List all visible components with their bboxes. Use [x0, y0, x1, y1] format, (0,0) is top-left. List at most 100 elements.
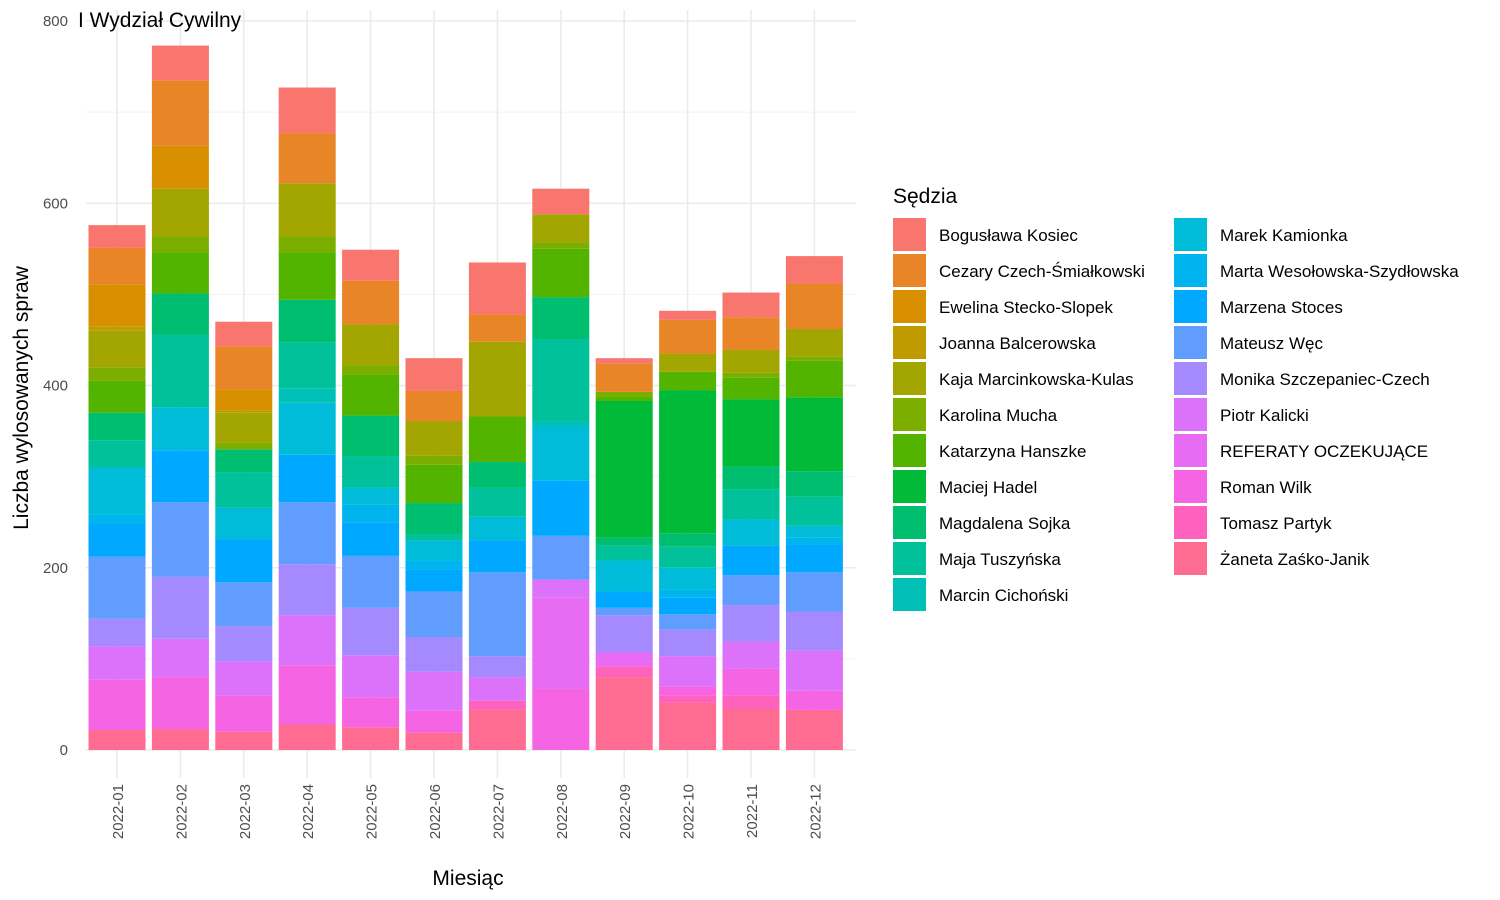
- legend-label: Monika Szczepaniec-Czech: [1220, 370, 1430, 389]
- bar-segment: [278, 402, 336, 455]
- bar-segment: [88, 618, 146, 647]
- bar-segment: [151, 252, 209, 294]
- legend-key: [1174, 470, 1207, 503]
- bar-segment: [468, 677, 526, 701]
- legend-item: Żaneta Zaśko-Janik: [1174, 542, 1370, 575]
- bar-segment: [405, 569, 463, 592]
- bar-segment: [405, 591, 463, 638]
- bar-segment: [88, 247, 146, 285]
- bar-segment: [532, 597, 590, 689]
- bar-segment: [468, 540, 526, 573]
- bar-segment: [342, 655, 400, 698]
- legend-label: Marta Wesołowska-Szydłowska: [1220, 262, 1459, 281]
- legend-key: [893, 506, 926, 539]
- legend-key: [893, 434, 926, 467]
- legend-item: Bogusława Kosiec: [893, 218, 1078, 251]
- bar-segment: [785, 525, 843, 538]
- bar-segment: [468, 656, 526, 678]
- bar-segment: [151, 502, 209, 577]
- bar-segment: [659, 702, 717, 750]
- bar-segment: [659, 589, 717, 598]
- bar-segment: [722, 575, 780, 606]
- bar-segment: [342, 365, 400, 375]
- bar-segment: [785, 256, 843, 284]
- y-tick-label: 0: [60, 742, 68, 759]
- legend-label: Ewelina Stecko-Slopek: [939, 298, 1113, 317]
- bar-segment: [88, 729, 146, 750]
- bar-segment: [785, 360, 843, 398]
- bar-segment: [595, 400, 653, 538]
- bar-segment: [342, 456, 400, 488]
- bar-segment: [722, 708, 780, 750]
- x-tick-label: 2022-11: [744, 784, 761, 838]
- legend-label: REFERATY OCZEKUJĄCE: [1220, 442, 1428, 461]
- bar-segment: [151, 145, 209, 189]
- bar-segment: [88, 467, 146, 515]
- bar-segment: [88, 225, 146, 248]
- bar-segment: [405, 455, 463, 465]
- bar-segment: [215, 389, 273, 411]
- bar-segment: [659, 533, 717, 547]
- bar-segment: [595, 666, 653, 678]
- bar-segment: [151, 293, 209, 335]
- bar-stack-2022-11: [722, 292, 780, 750]
- bar-segment: [468, 516, 526, 541]
- bar-segment: [785, 650, 843, 691]
- bar-segment: [151, 188, 209, 237]
- bar-segment: [785, 709, 843, 750]
- x-tick-label: 2022-10: [681, 784, 698, 839]
- bar-segment: [88, 412, 146, 441]
- bar-segment: [722, 399, 780, 467]
- bar-segment: [215, 582, 273, 627]
- bar-segment: [88, 367, 146, 381]
- bar-segment: [595, 607, 653, 616]
- bar-segment: [659, 597, 717, 615]
- bar-segment: [342, 697, 400, 728]
- legend-item: Kaja Marcinkowska-Kulas: [893, 362, 1134, 395]
- bar-segment: [468, 572, 526, 657]
- y-axis-title: Liczba wylosowanych spraw: [10, 265, 33, 530]
- bar-segment: [405, 390, 463, 422]
- legend-item: Maciej Hadel: [893, 470, 1037, 503]
- bar-segment: [595, 677, 653, 750]
- legend-item: Marek Kamionka: [1174, 218, 1348, 251]
- bar-segment: [151, 236, 209, 253]
- bar-segment: [88, 556, 146, 619]
- bar-segment: [595, 363, 653, 392]
- bar-segment: [785, 356, 843, 361]
- bar-segment: [278, 342, 336, 389]
- bar-segment: [468, 262, 526, 315]
- y-axis-ticks: 0 200 400 600 800: [43, 13, 68, 759]
- bar-segment: [659, 310, 717, 320]
- bar-segment: [342, 522, 400, 556]
- bar-segment: [88, 646, 146, 680]
- bar-segment: [88, 284, 146, 327]
- bar-segment: [88, 330, 146, 368]
- bar-stack-2022-07: [468, 262, 526, 750]
- bar-segment: [595, 396, 653, 401]
- bar-segment: [722, 377, 780, 400]
- bar-segment: [468, 462, 526, 488]
- legend-label: Roman Wilk: [1220, 478, 1312, 497]
- bar-segment: [659, 371, 717, 391]
- bar-segment: [532, 688, 590, 750]
- legend-label: Bogusława Kosiec: [939, 226, 1078, 245]
- x-tick-label: 2022-09: [617, 784, 634, 839]
- bar-stack-2022-01: [88, 225, 146, 750]
- x-tick-label: 2022-07: [490, 784, 507, 839]
- bar-segment: [659, 686, 717, 696]
- bar-segment: [785, 611, 843, 651]
- legend-key: [1174, 254, 1207, 287]
- legend-key: [893, 470, 926, 503]
- bar-stack-2022-08: [532, 188, 590, 750]
- legend-key: [1174, 434, 1207, 467]
- bar-segment: [151, 45, 209, 81]
- y-tick-label: 200: [43, 560, 68, 577]
- bar-segment: [785, 329, 843, 357]
- bar-segment: [215, 731, 273, 750]
- x-tick-label: 2022-05: [364, 784, 381, 839]
- legend-key: [1174, 326, 1207, 359]
- bar-segment: [342, 415, 400, 457]
- bar-stack-2022-09: [595, 358, 653, 750]
